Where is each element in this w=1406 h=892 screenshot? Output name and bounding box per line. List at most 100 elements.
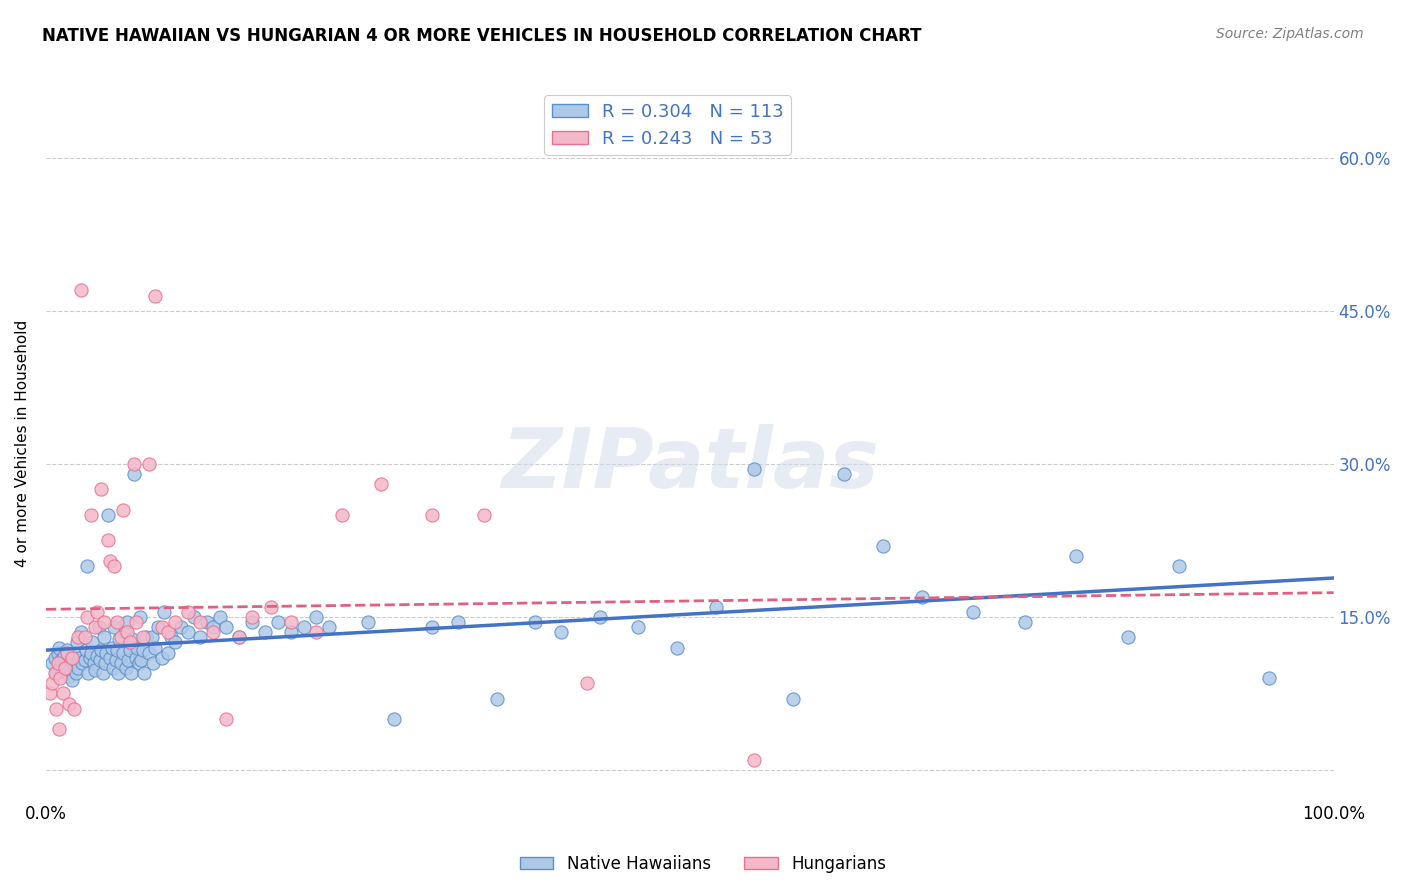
Point [627,620,650,634]
Point [91,666,114,681]
Point [46,656,69,670]
Point [292,620,315,634]
Point [330,508,353,522]
Point [127,640,149,655]
Point [240,615,263,629]
Point [447,615,470,629]
Point [90,642,112,657]
Point [60,673,83,688]
Text: ZIPatlas: ZIPatlas [501,425,879,506]
Point [115,625,138,640]
Point [73,631,96,645]
Point [53,657,76,672]
Point [51,653,73,667]
Point [121,632,143,647]
Point [125,650,148,665]
Point [48,722,70,736]
Point [157,646,180,660]
Point [153,605,176,619]
Point [370,477,392,491]
Point [122,467,145,482]
Point [280,615,302,629]
Point [208,610,231,624]
Point [228,631,250,645]
Point [420,620,443,634]
Point [65,666,87,681]
Point [135,631,157,645]
Point [53,661,76,675]
Point [260,599,283,614]
Point [202,620,225,634]
Point [80,508,103,522]
Point [79,650,101,665]
Point [58,697,80,711]
Y-axis label: 4 or more Vehicles in Household: 4 or more Vehicles in Household [15,320,30,567]
Point [742,462,765,476]
Point [280,625,302,640]
Point [49,661,72,675]
Point [962,605,984,619]
Point [118,635,141,649]
Point [305,625,328,640]
Legend: R = 0.304   N = 113, R = 0.243   N = 53: R = 0.304 N = 113, R = 0.243 N = 53 [544,95,792,155]
Text: NATIVE HAWAIIAN VS HUNGARIAN 4 OR MORE VEHICLES IN HOUSEHOLD CORRELATION CHART: NATIVE HAWAIIAN VS HUNGARIAN 4 OR MORE V… [42,27,922,45]
Point [110,656,132,670]
Point [83,663,105,677]
Point [215,620,238,634]
Point [44,650,66,665]
Point [138,646,160,660]
Point [104,653,127,667]
Point [132,666,155,681]
Point [107,666,129,681]
Point [103,620,125,634]
Point [145,288,167,302]
Point [55,646,77,660]
Point [77,666,100,681]
Point [90,483,112,497]
Point [128,656,150,670]
Text: Source: ZipAtlas.com: Source: ZipAtlas.com [1216,27,1364,41]
Point [183,610,205,624]
Point [129,653,152,667]
Point [910,590,932,604]
Point [97,533,120,548]
Point [94,656,117,670]
Point [1064,549,1087,563]
Point [575,676,598,690]
Point [160,631,183,645]
Point [86,648,108,663]
Point [485,691,508,706]
Point [163,615,186,629]
Point [117,653,139,667]
Point [103,558,125,573]
Point [41,676,63,690]
Point [67,631,90,645]
Point [75,642,97,657]
Point [524,615,547,629]
Point [1168,558,1191,573]
Point [62,656,84,670]
Point [150,620,173,634]
Point [382,712,405,726]
Point [157,625,180,640]
Point [98,554,121,568]
Point [1116,631,1139,645]
Point [96,646,118,660]
Point [163,635,186,649]
Point [69,650,91,665]
Point [55,642,77,657]
Point [120,666,142,681]
Point [38,686,60,700]
Point [69,625,91,640]
Point [105,642,128,657]
Point [97,508,120,522]
Point [48,640,70,655]
Point [202,625,225,640]
Point [138,457,160,471]
Point [253,625,276,640]
Point [176,605,198,619]
Point [53,648,76,663]
Point [122,457,145,471]
Point [52,663,75,677]
Point [105,615,128,629]
